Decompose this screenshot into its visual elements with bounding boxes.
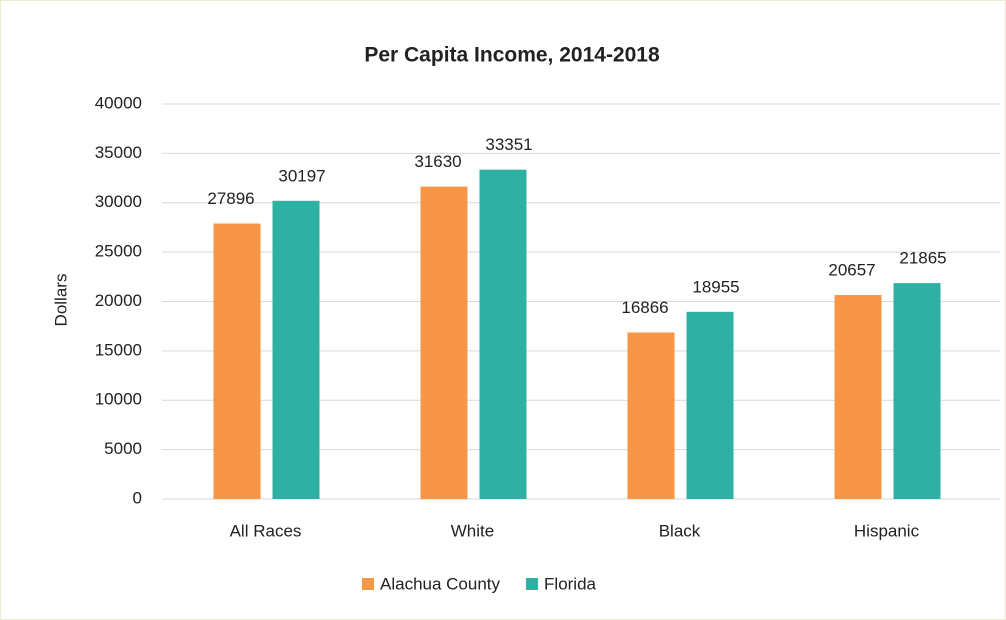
x-tick-label: All Races xyxy=(230,521,302,540)
legend-label: Florida xyxy=(544,574,597,593)
legend-swatch xyxy=(362,578,374,590)
x-tick-label: Black xyxy=(659,521,701,540)
data-label: 27896 xyxy=(207,189,254,208)
y-tick-label: 25000 xyxy=(95,242,142,261)
y-tick-label: 15000 xyxy=(95,340,142,359)
bar xyxy=(213,223,261,500)
bar xyxy=(420,186,468,499)
bar xyxy=(272,200,320,499)
data-label: 30197 xyxy=(278,166,325,185)
y-tick-label: 35000 xyxy=(95,143,142,162)
x-tick-label: White xyxy=(451,521,494,540)
bar xyxy=(893,283,941,499)
y-tick-label: 5000 xyxy=(104,439,142,458)
data-label: 18955 xyxy=(692,277,739,296)
y-tick-label: 0 xyxy=(133,488,142,507)
y-tick-label: 20000 xyxy=(95,291,142,310)
data-label: 33351 xyxy=(485,135,532,154)
bar xyxy=(627,332,675,499)
y-tick-label: 30000 xyxy=(95,192,142,211)
data-label: 20657 xyxy=(828,260,875,279)
legend-label: Alachua County xyxy=(380,574,501,593)
y-axis-label: Dollars xyxy=(51,274,70,327)
data-label: 16866 xyxy=(621,298,668,317)
data-label: 31630 xyxy=(414,152,461,171)
chart-title: Per Capita Income, 2014-2018 xyxy=(364,44,660,67)
legend-swatch xyxy=(526,578,539,590)
data-label: 21865 xyxy=(899,249,946,268)
y-tick-label: 40000 xyxy=(95,93,142,112)
bar xyxy=(479,169,527,499)
x-tick-label: Hispanic xyxy=(854,521,920,540)
bar xyxy=(834,295,882,499)
bar xyxy=(686,311,734,499)
y-tick-label: 10000 xyxy=(95,390,142,409)
